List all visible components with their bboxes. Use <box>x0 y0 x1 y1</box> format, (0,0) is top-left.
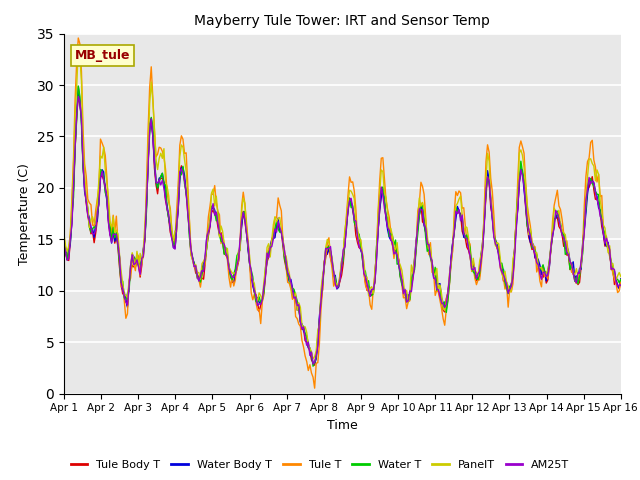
Y-axis label: Temperature (C): Temperature (C) <box>18 163 31 264</box>
PanelT <box>603 239 611 244</box>
Tule T <box>617 276 625 282</box>
Tule T <box>603 234 611 240</box>
Water Body T <box>617 276 625 282</box>
Tule Body T <box>311 362 319 368</box>
Line: Water T: Water T <box>64 86 621 366</box>
PanelT <box>293 307 301 313</box>
PanelT <box>176 154 184 159</box>
Water Body T <box>74 84 82 89</box>
Tule Body T <box>176 169 184 175</box>
Water T <box>114 242 122 248</box>
Tule T <box>74 35 82 41</box>
PanelT <box>114 231 122 237</box>
Water Body T <box>311 360 319 366</box>
Water Body T <box>114 240 122 246</box>
AM25T <box>179 169 187 175</box>
Tule Body T <box>60 236 68 242</box>
Water Body T <box>179 165 187 170</box>
Water Body T <box>60 239 68 245</box>
Water T <box>176 173 184 179</box>
AM25T <box>114 241 122 247</box>
PanelT <box>179 144 187 150</box>
Water T <box>293 298 301 304</box>
Water T <box>309 363 317 369</box>
Tule Body T <box>179 168 187 173</box>
Water Body T <box>176 177 184 183</box>
Water T <box>282 262 290 267</box>
Line: Water Body T: Water Body T <box>64 86 621 363</box>
Tule T <box>282 264 290 270</box>
Water T <box>60 240 68 246</box>
PanelT <box>60 231 68 237</box>
Tule Body T <box>293 304 301 310</box>
AM25T <box>617 282 625 288</box>
AM25T <box>176 169 184 175</box>
PanelT <box>282 253 290 259</box>
Tule T <box>311 385 319 391</box>
Text: MB_tule: MB_tule <box>75 49 131 62</box>
Water T <box>179 163 187 169</box>
Tule T <box>60 232 68 238</box>
AM25T <box>60 241 68 247</box>
Tule Body T <box>282 265 290 271</box>
Water Body T <box>282 254 290 260</box>
Tule Body T <box>603 239 611 245</box>
Tule T <box>293 316 301 322</box>
Water T <box>74 83 82 89</box>
Water T <box>617 277 625 283</box>
Line: AM25T: AM25T <box>64 96 621 364</box>
Water T <box>603 239 611 245</box>
AM25T <box>282 259 290 265</box>
Title: Mayberry Tule Tower: IRT and Sensor Temp: Mayberry Tule Tower: IRT and Sensor Temp <box>195 14 490 28</box>
PanelT <box>74 46 82 52</box>
Line: PanelT: PanelT <box>64 49 621 359</box>
Tule T <box>179 136 187 142</box>
Legend: Tule Body T, Water Body T, Tule T, Water T, PanelT, AM25T: Tule Body T, Water Body T, Tule T, Water… <box>67 456 573 474</box>
AM25T <box>293 303 301 309</box>
Line: Tule T: Tule T <box>64 38 621 388</box>
AM25T <box>74 94 82 99</box>
Tule Body T <box>114 244 122 250</box>
Tule T <box>176 143 184 148</box>
PanelT <box>617 274 625 279</box>
Tule Body T <box>74 92 82 97</box>
AM25T <box>309 361 317 367</box>
Water Body T <box>293 307 301 313</box>
Line: Tule Body T: Tule Body T <box>64 95 621 365</box>
Tule T <box>114 239 122 245</box>
Water Body T <box>603 244 611 250</box>
X-axis label: Time: Time <box>327 419 358 432</box>
AM25T <box>603 235 611 241</box>
PanelT <box>309 356 317 362</box>
Tule Body T <box>617 276 625 282</box>
